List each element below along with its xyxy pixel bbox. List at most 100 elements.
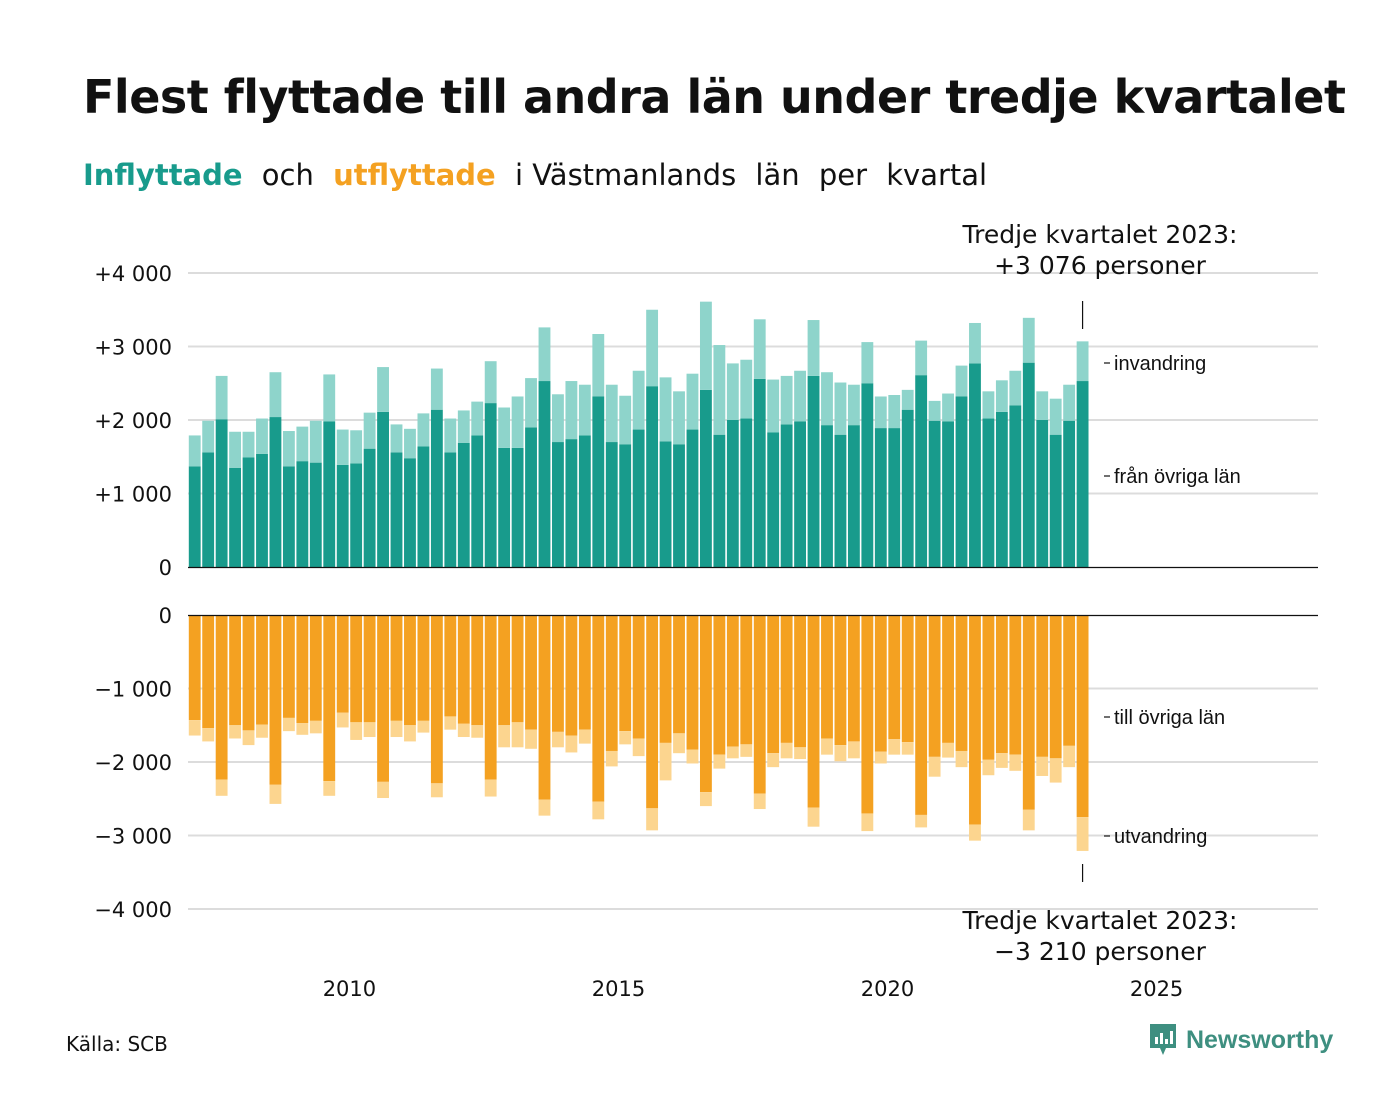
bar-utvandring <box>430 783 443 798</box>
bar-till-ovriga-lan <box>982 615 995 760</box>
bar-till-ovriga-lan <box>282 615 295 718</box>
bar-fran-ovriga-lan <box>323 421 336 567</box>
bar-fran-ovriga-lan <box>915 375 928 567</box>
bar-fran-ovriga-lan <box>498 447 511 567</box>
bar-invandring <box>753 319 766 379</box>
bar-utvandring <box>404 725 416 742</box>
bar-utvandring <box>888 739 901 755</box>
subtitle-kvartal: kvartal <box>886 158 988 192</box>
bar-till-ovriga-lan <box>821 615 833 739</box>
bar-utvandring <box>390 720 403 738</box>
bar-fran-ovriga-lan <box>767 432 780 567</box>
bar-invandring <box>888 395 901 429</box>
newsworthy-logo: Newsworthy <box>1148 1022 1333 1058</box>
top-y-tick-label: +2 000 <box>94 409 172 433</box>
outflow-bars <box>188 615 1089 851</box>
bar-fran-ovriga-lan <box>202 452 215 567</box>
bar-till-ovriga-lan <box>538 615 551 800</box>
bar-invandring <box>847 384 860 426</box>
subtitle-lan: län <box>755 158 800 192</box>
bar-till-ovriga-lan <box>525 615 537 730</box>
bar-utvandring <box>229 725 242 739</box>
bar-utvandring <box>417 720 430 733</box>
bar-till-ovriga-lan <box>215 615 228 780</box>
bar-invandring <box>794 370 807 422</box>
bar-fran-ovriga-lan <box>525 427 537 567</box>
bar-till-ovriga-lan <box>309 615 322 721</box>
bar-invandring <box>874 396 887 429</box>
bar-till-ovriga-lan <box>1063 615 1076 746</box>
bar-invandring <box>592 334 605 397</box>
bar-utvandring <box>955 750 968 768</box>
subtitle-utflyttade: utflyttade <box>333 158 496 192</box>
bar-fran-ovriga-lan <box>444 452 457 567</box>
bar-utvandring <box>605 750 618 767</box>
bar-till-ovriga-lan <box>269 615 282 785</box>
bar-till-ovriga-lan <box>350 615 363 723</box>
bar-fran-ovriga-lan <box>256 453 268 567</box>
bar-invandring <box>242 431 255 458</box>
x-tick-label: 2025 <box>1130 977 1183 1000</box>
bar-invandring <box>457 410 470 443</box>
bar-utvandring <box>740 744 753 757</box>
bar-invandring <box>552 394 564 443</box>
bar-invandring <box>1049 398 1062 435</box>
bar-till-ovriga-lan <box>995 615 1008 754</box>
bar-utvandring <box>794 747 807 760</box>
bar-fran-ovriga-lan <box>673 444 685 567</box>
bar-fran-ovriga-lan <box>282 466 295 567</box>
bar-fran-ovriga-lan <box>1022 362 1035 567</box>
bar-till-ovriga-lan <box>430 615 443 784</box>
bar-fran-ovriga-lan <box>821 425 833 567</box>
bar-utvandring <box>457 723 470 738</box>
bar-utvandring <box>861 813 874 832</box>
bar-till-ovriga-lan <box>942 615 954 743</box>
bar-utvandring <box>619 731 632 745</box>
newsworthy-logo-icon <box>1150 1024 1176 1055</box>
bar-fran-ovriga-lan <box>430 409 443 567</box>
source-note: Källa: SCB <box>66 1032 168 1056</box>
bar-fran-ovriga-lan <box>363 448 376 567</box>
bar-utvandring <box>484 779 497 797</box>
bar-invandring <box>350 430 363 464</box>
bar-till-ovriga-lan <box>1076 615 1089 818</box>
bar-invandring <box>256 418 268 454</box>
bar-utvandring <box>699 792 712 807</box>
bar-invandring <box>377 367 389 412</box>
bar-invandring <box>928 400 941 421</box>
chart-title: Flest flyttade till andra län under tred… <box>83 70 1346 124</box>
bar-till-ovriga-lan <box>565 615 578 736</box>
bar-fran-ovriga-lan <box>726 420 739 567</box>
bar-invandring <box>1009 370 1022 406</box>
bar-fran-ovriga-lan <box>484 403 497 567</box>
bar-invandring <box>861 342 874 384</box>
bar-utvandring <box>592 801 605 820</box>
bar-invandring <box>659 377 672 442</box>
bar-till-ovriga-lan <box>592 615 605 802</box>
bar-fran-ovriga-lan <box>1076 381 1089 567</box>
bar-fran-ovriga-lan <box>847 425 860 567</box>
bar-utvandring <box>1036 756 1049 776</box>
label-invandring: invandring <box>1114 353 1206 375</box>
bar-invandring <box>1076 341 1089 382</box>
bar-till-ovriga-lan <box>753 615 766 794</box>
bottom-y-tick-label: −1 000 <box>94 678 172 702</box>
bar-utvandring <box>242 730 255 746</box>
bar-till-ovriga-lan <box>807 615 820 808</box>
bar-invandring <box>336 429 349 465</box>
bar-till-ovriga-lan <box>686 615 699 750</box>
bar-fran-ovriga-lan <box>969 363 981 567</box>
bar-till-ovriga-lan <box>242 615 255 731</box>
bar-fran-ovriga-lan <box>834 434 847 567</box>
bar-utvandring <box>1063 745 1076 768</box>
bar-fran-ovriga-lan <box>632 429 645 567</box>
bar-fran-ovriga-lan <box>229 467 242 567</box>
bar-fran-ovriga-lan <box>982 418 995 567</box>
bar-till-ovriga-lan <box>955 615 968 751</box>
bar-invandring <box>955 365 968 397</box>
bar-fran-ovriga-lan <box>242 457 255 567</box>
bar-invandring <box>471 401 484 436</box>
bar-fran-ovriga-lan <box>417 446 430 567</box>
bar-invandring <box>296 426 309 462</box>
bar-utvandring <box>1049 758 1062 783</box>
